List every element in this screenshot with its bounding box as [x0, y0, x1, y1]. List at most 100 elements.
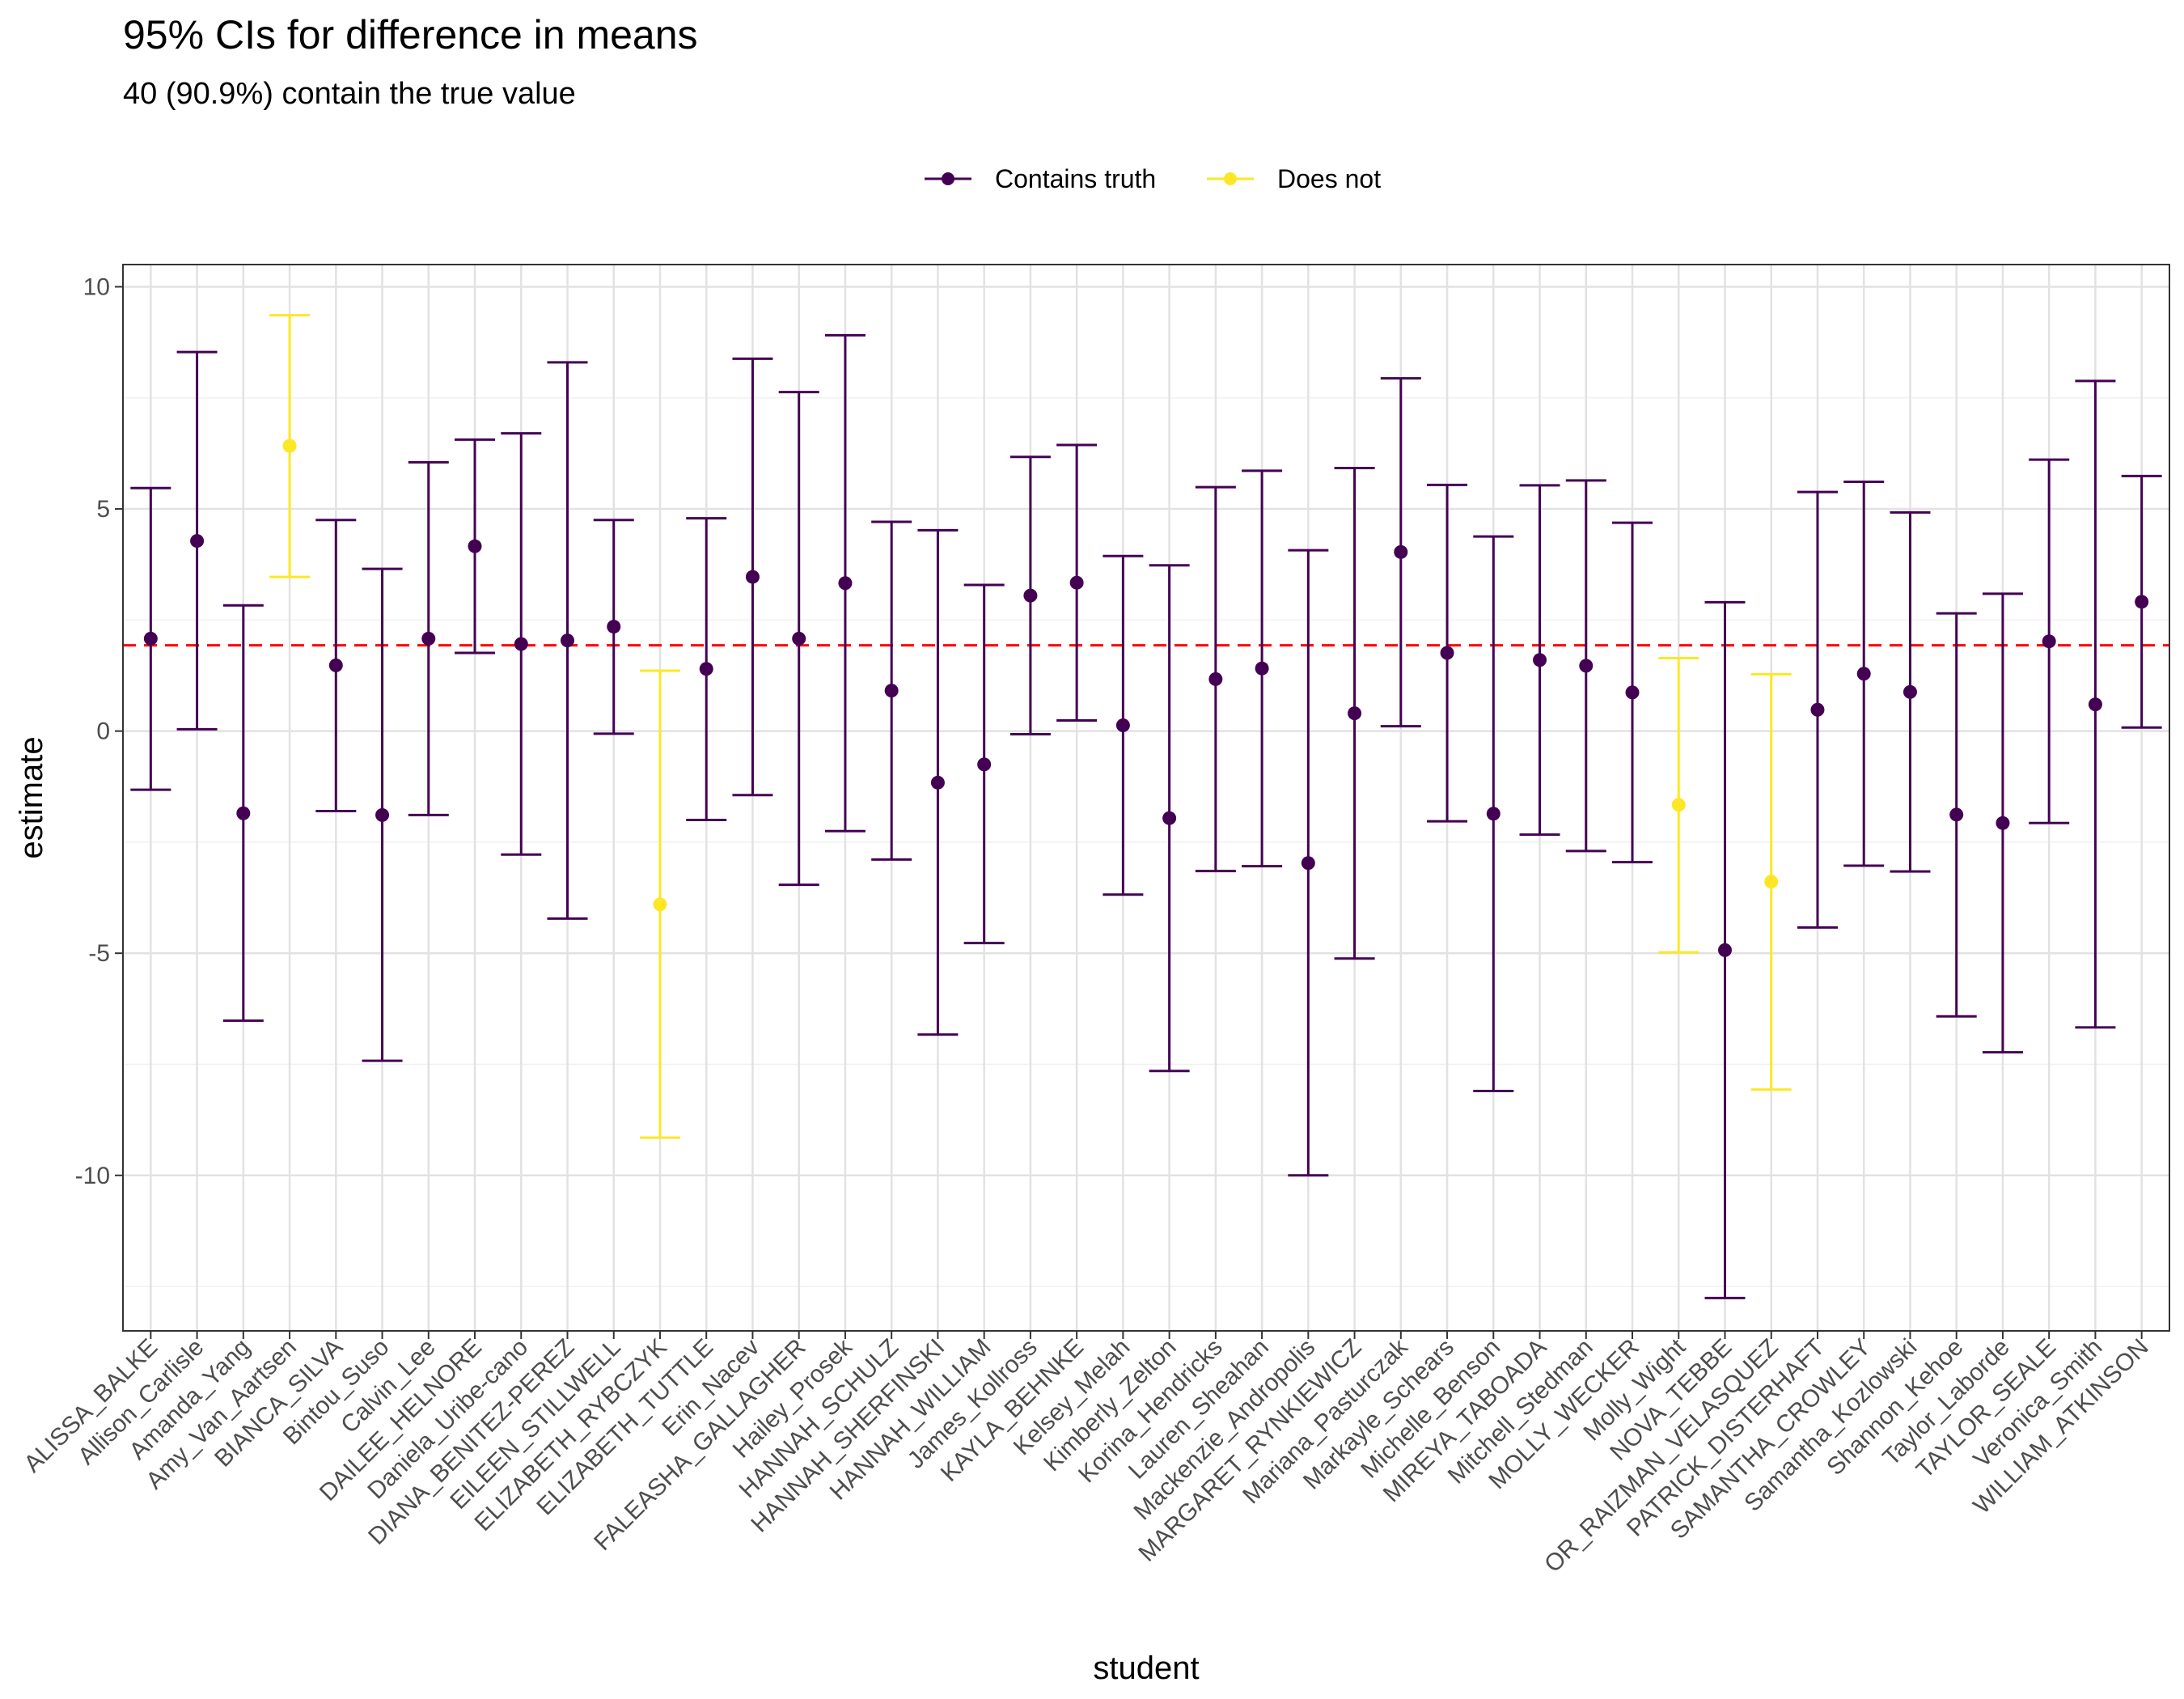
- estimate-point: [1810, 702, 1825, 717]
- estimate-point: [1301, 856, 1315, 871]
- errorbar: [1612, 521, 1653, 864]
- y-tick-label: -10: [75, 1163, 110, 1189]
- errorbar: [686, 517, 727, 821]
- errorbar: [871, 520, 912, 861]
- estimate-point: [1717, 943, 1732, 957]
- y-tick-label: 5: [96, 496, 110, 523]
- errorbar: [1750, 672, 1792, 1091]
- estimate-point: [607, 620, 621, 634]
- estimate-point: [1903, 684, 1917, 699]
- estimate-point: [1856, 667, 1871, 681]
- y-tick-label: -5: [88, 940, 110, 967]
- estimate-point: [143, 631, 158, 646]
- estimate-point: [699, 662, 713, 676]
- estimate-point: [977, 757, 992, 772]
- estimate-point: [1671, 798, 1686, 812]
- estimate-point: [1533, 653, 1547, 667]
- estimate-point: [1394, 544, 1408, 559]
- estimate-point: [375, 807, 390, 822]
- legend: Contains truth Does not: [925, 164, 1381, 193]
- errorbar: [1195, 485, 1236, 873]
- errorbar: [176, 350, 218, 731]
- errorbar: [1658, 657, 1699, 954]
- estimate-point: [1579, 659, 1594, 673]
- estimate-point: [2042, 634, 2056, 649]
- estimate-point: [1162, 811, 1177, 825]
- errorbar: [1380, 377, 1421, 728]
- errorbar: [1473, 535, 1514, 1092]
- errorbar: [824, 333, 866, 833]
- estimate-point: [884, 684, 899, 698]
- estimate-point: [1440, 646, 1454, 660]
- errorbars: [130, 314, 2162, 1299]
- estimate-point: [838, 576, 853, 591]
- errorbar: [1843, 481, 1885, 867]
- estimate-point: [282, 439, 297, 453]
- errorbar: [501, 432, 542, 856]
- errorbar: [362, 567, 403, 1062]
- errorbar: [2075, 379, 2116, 1029]
- estimate-point: [421, 631, 436, 646]
- errorbar: [778, 391, 819, 887]
- legend-dot-contains: [942, 172, 954, 185]
- errorbar: [269, 314, 311, 578]
- estimate-point: [561, 633, 575, 648]
- errorbar: [963, 583, 1005, 945]
- errorbar: [455, 438, 496, 655]
- estimate-point: [1348, 706, 1362, 721]
- estimate-point: [1023, 588, 1038, 603]
- errorbar: [2029, 458, 2070, 824]
- legend-label-contains: Contains truth: [995, 164, 1156, 193]
- estimate-point: [930, 775, 945, 790]
- errorbar: [1936, 612, 1977, 1018]
- estimate-point: [514, 637, 528, 651]
- estimate-point: [1208, 672, 1223, 686]
- legend-dot-does-not: [1224, 172, 1237, 185]
- chart-title: 95% CIs for difference in means: [123, 12, 698, 57]
- errorbar: [1242, 469, 1283, 868]
- errorbar: [732, 357, 773, 797]
- errorbar: [1427, 483, 1468, 823]
- estimate-point: [1069, 575, 1084, 590]
- errorbar: [593, 519, 634, 735]
- errorbar: [1056, 443, 1098, 722]
- errorbar: [1519, 484, 1560, 837]
- plot-border: [122, 264, 2170, 1332]
- estimate-point: [2088, 697, 2102, 712]
- errorbar: [1103, 554, 1144, 896]
- x-axis-title: student: [1093, 1650, 1199, 1686]
- estimate-point: [328, 658, 343, 672]
- errorbar: [1149, 564, 1190, 1073]
- y-tick-label: 10: [83, 273, 110, 300]
- estimate-point: [1255, 661, 1269, 676]
- y-axis-title: estimate: [14, 736, 49, 858]
- chart-subtitle: 40 (90.9%) contain the true value: [123, 77, 576, 111]
- legend-label-does-not: Does not: [1277, 164, 1381, 193]
- errorbar: [2121, 474, 2162, 729]
- x-axis: ALISSA_BALKEAllison_CarlisleAmanda_YangA…: [19, 1331, 2154, 1578]
- plot-panel: [123, 265, 2169, 1331]
- estimate-point: [1486, 807, 1500, 821]
- estimate-point: [745, 570, 760, 584]
- estimate-point: [468, 539, 482, 553]
- estimate-point: [653, 897, 667, 912]
- estimate-point: [1115, 718, 1130, 732]
- errorbar: [408, 460, 449, 816]
- errorbar: [130, 486, 171, 791]
- estimate-point: [236, 806, 251, 820]
- errorbar: [1797, 490, 1838, 929]
- estimate-point: [1625, 685, 1640, 700]
- estimate-point: [792, 631, 806, 646]
- errorbar: [547, 361, 588, 920]
- errorbar: [917, 528, 959, 1036]
- estimate-point: [1949, 807, 1964, 822]
- errorbar: [1565, 479, 1606, 853]
- errorbar: [222, 604, 264, 1023]
- errorbar: [1704, 600, 1746, 1299]
- estimate-point: [190, 534, 205, 549]
- errorbar: [1288, 549, 1329, 1177]
- errorbar: [1982, 592, 2023, 1054]
- estimate-point: [1764, 875, 1779, 889]
- errorbar: [639, 669, 680, 1139]
